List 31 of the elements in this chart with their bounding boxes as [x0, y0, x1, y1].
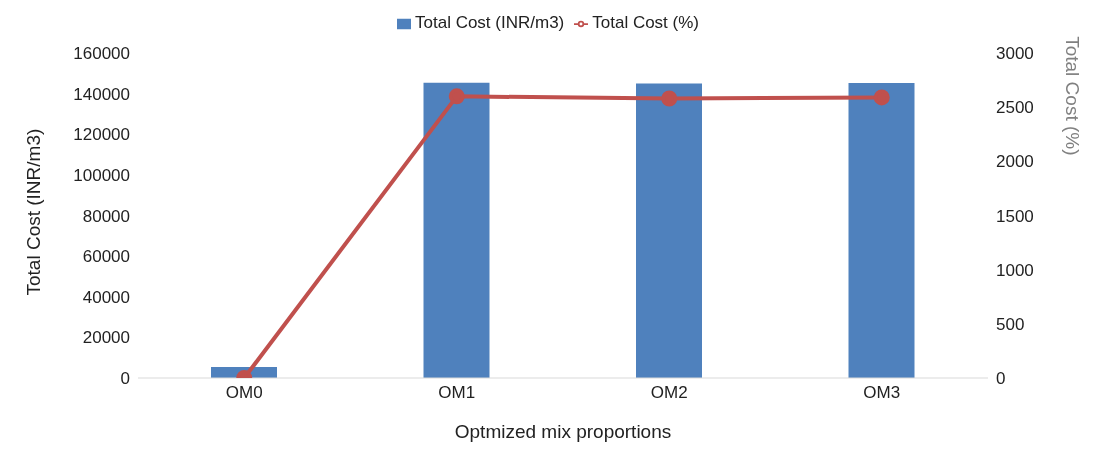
- y-axis-title: Total Cost (INR/m3): [22, 128, 44, 296]
- y2-tick-label: 2000: [996, 152, 1034, 172]
- y-tick-label: 20000: [82, 328, 130, 348]
- bar: [423, 82, 490, 378]
- y2-tick-label: 500: [996, 314, 1025, 334]
- point: [448, 88, 465, 105]
- y2-tick-label: 2500: [996, 98, 1034, 118]
- x-tick-label: OM1: [438, 383, 476, 403]
- y-tick-label: 120000: [73, 125, 130, 145]
- y-tick-label: 80000: [82, 206, 130, 226]
- y-tick-label: 40000: [82, 287, 130, 307]
- x-tick-label: OM0: [225, 383, 263, 403]
- point: [661, 90, 678, 107]
- y2-tick-label: 0: [996, 369, 1006, 389]
- bar: [848, 83, 915, 378]
- point: [873, 89, 890, 106]
- x-axis-title: Optmized mix proportions: [454, 421, 672, 442]
- x-tick-label: OM3: [863, 383, 901, 403]
- y-tick-label: 100000: [73, 165, 130, 185]
- y2-tick-label: 1500: [996, 206, 1034, 226]
- x-tick-label: OM2: [650, 383, 688, 403]
- legend-label: Total Cost (%): [592, 13, 699, 32]
- y2-tick-label: 3000: [996, 44, 1034, 64]
- legend-label: Total Cost (INR/m3): [415, 13, 565, 32]
- bar: [636, 83, 702, 378]
- y-tick-label: 0: [120, 369, 130, 389]
- y-tick-label: 160000: [73, 44, 130, 64]
- y2-axis-title: Total Cost (%): [1062, 36, 1084, 156]
- y-tick-label: 60000: [82, 247, 130, 267]
- y2-tick-label: 1000: [996, 260, 1034, 280]
- y-tick-label: 140000: [73, 84, 130, 104]
